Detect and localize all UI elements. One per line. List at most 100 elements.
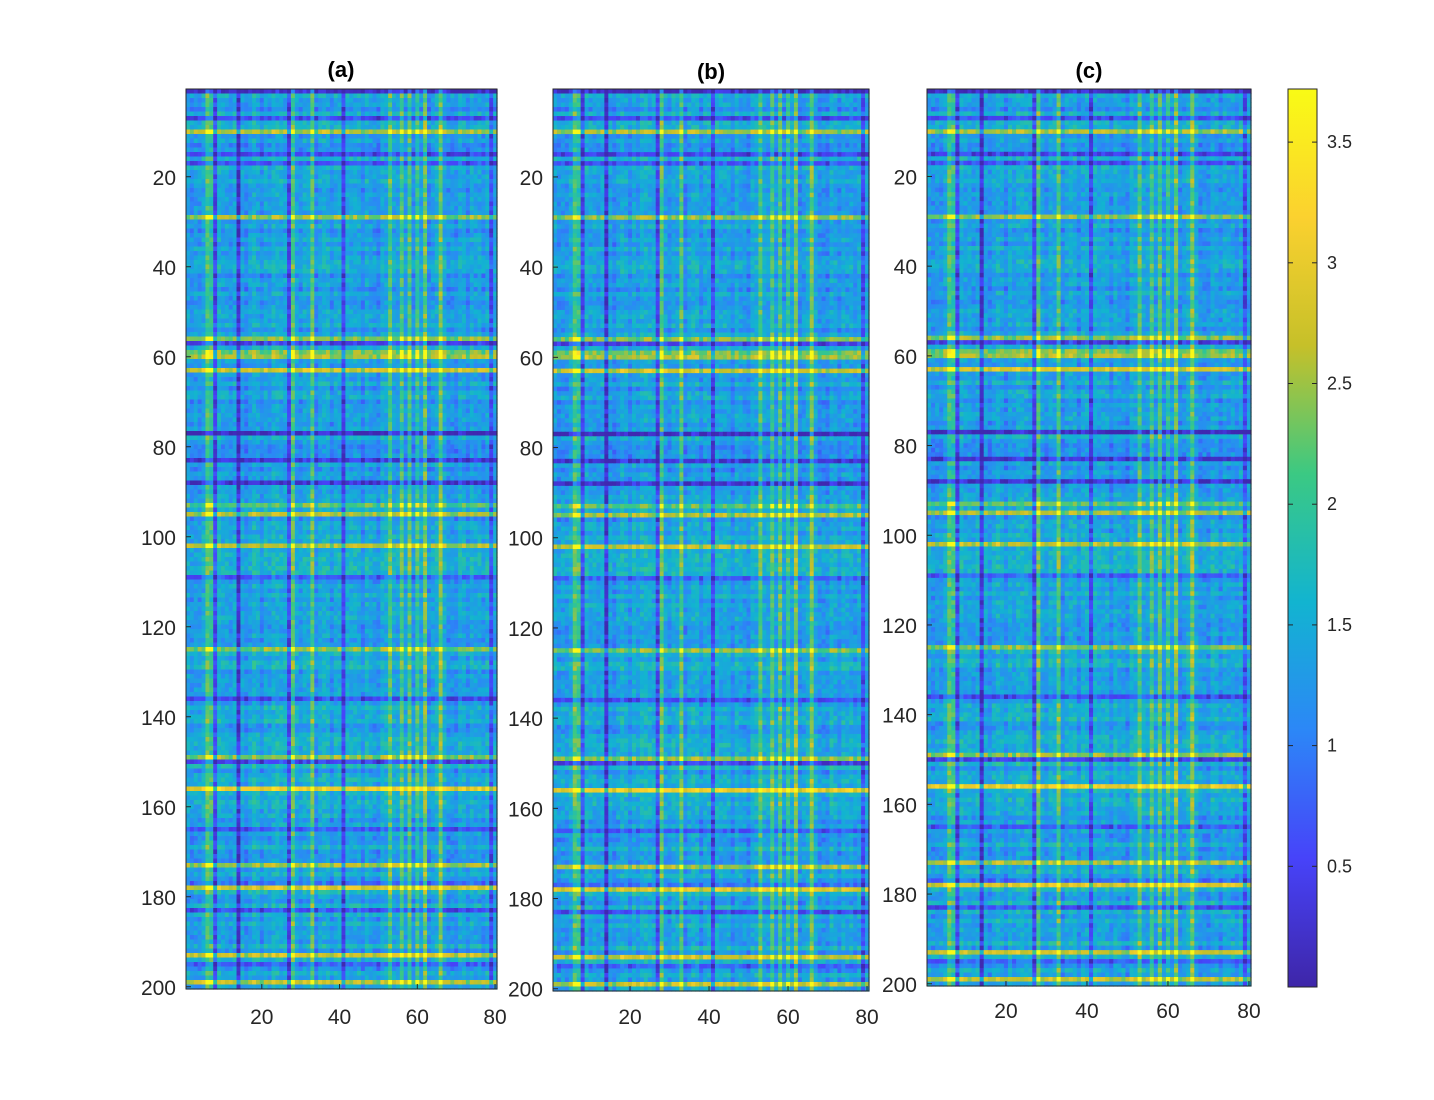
heatmap-cell xyxy=(287,269,292,275)
heatmap-cell xyxy=(423,116,428,122)
heatmap-cell xyxy=(283,111,288,117)
heatmap-cell xyxy=(384,264,389,270)
heatmap-cell xyxy=(380,309,385,315)
heatmap-cell xyxy=(399,138,405,144)
heatmap-cell xyxy=(325,354,331,360)
heatmap-cell xyxy=(395,291,401,297)
heatmap-cell xyxy=(419,210,424,216)
heatmap-cell xyxy=(415,242,420,248)
heatmap-cell xyxy=(380,314,385,320)
heatmap-cell xyxy=(287,147,292,153)
heatmap-cell xyxy=(388,278,393,284)
heatmap-cell xyxy=(267,143,273,149)
heatmap-cell xyxy=(193,327,199,333)
heatmap-cell xyxy=(353,345,358,351)
heatmap-cell xyxy=(267,332,273,338)
heatmap-cell xyxy=(333,242,339,248)
heatmap-cell xyxy=(442,269,448,275)
heatmap-cell xyxy=(259,269,265,275)
heatmap-cell xyxy=(384,143,389,149)
heatmap-cell xyxy=(333,156,339,162)
heatmap-cell xyxy=(372,242,378,248)
heatmap-cell xyxy=(244,318,249,324)
heatmap-cell xyxy=(360,116,366,122)
heatmap-cell xyxy=(248,192,253,198)
heatmap-cell xyxy=(209,111,214,117)
heatmap-cell xyxy=(489,354,494,360)
heatmap-cell xyxy=(392,107,397,113)
heatmap-cell xyxy=(384,296,389,302)
heatmap-cell xyxy=(450,278,455,284)
heatmap-cell xyxy=(193,287,199,293)
heatmap-cell xyxy=(434,174,440,180)
heatmap-cell xyxy=(372,273,378,279)
heatmap-cell xyxy=(186,125,191,131)
heatmap-cell xyxy=(310,192,315,198)
heatmap-cell xyxy=(372,174,378,180)
heatmap-cell xyxy=(454,269,459,275)
heatmap-cell xyxy=(337,147,343,153)
heatmap-cell xyxy=(244,192,249,198)
heatmap-cell xyxy=(267,89,273,95)
heatmap-cell xyxy=(388,102,393,108)
heatmap-cell xyxy=(430,273,436,279)
heatmap-cell xyxy=(477,341,483,347)
heatmap-cell xyxy=(407,120,413,126)
heatmap-cell xyxy=(395,179,401,185)
heatmap-cell xyxy=(314,98,319,104)
heatmap-cell xyxy=(392,323,397,329)
heatmap-cell xyxy=(232,188,238,194)
heatmap-cell xyxy=(411,147,416,153)
heatmap-cell xyxy=(213,93,218,99)
heatmap-cell xyxy=(368,354,374,360)
heatmap-cell xyxy=(392,89,397,95)
heatmap-cell xyxy=(372,147,378,153)
heatmap-cell xyxy=(489,273,494,279)
heatmap-cell xyxy=(489,341,494,347)
heatmap-cell xyxy=(217,210,222,216)
heatmap-cell xyxy=(224,192,230,198)
heatmap-cell xyxy=(489,291,494,297)
heatmap-cell xyxy=(248,336,253,342)
heatmap-cell xyxy=(220,206,226,212)
heatmap-cell xyxy=(252,323,257,329)
heatmap-cell xyxy=(267,174,273,180)
heatmap-cell xyxy=(395,228,401,234)
heatmap-cell xyxy=(399,215,405,221)
heatmap-cell xyxy=(458,314,463,320)
heatmap-cell xyxy=(462,206,467,212)
heatmap-cell xyxy=(220,192,226,198)
heatmap-cell xyxy=(423,161,428,167)
heatmap-cell xyxy=(228,336,234,342)
heatmap-cell xyxy=(481,120,486,126)
heatmap-cell xyxy=(442,197,448,203)
heatmap-cell xyxy=(197,228,203,234)
heatmap-cell xyxy=(430,300,436,306)
heatmap-cell xyxy=(333,332,339,338)
heatmap-cell xyxy=(438,183,444,189)
heatmap-cell xyxy=(205,210,210,216)
heatmap-cell xyxy=(357,129,362,135)
heatmap-cell xyxy=(310,147,315,153)
heatmap-cell xyxy=(236,161,242,167)
heatmap-cell xyxy=(462,161,467,167)
heatmap-cell xyxy=(415,206,420,212)
heatmap-cell xyxy=(217,138,222,144)
heatmap-cell xyxy=(290,197,296,203)
heatmap-cell xyxy=(481,341,486,347)
heatmap-cell xyxy=(201,273,207,279)
heatmap-cell xyxy=(411,323,416,329)
heatmap-cell xyxy=(384,120,389,126)
heatmap-cell xyxy=(481,161,486,167)
heatmap-cell xyxy=(442,183,448,189)
heatmap-cell xyxy=(271,93,277,99)
heatmap-cell xyxy=(388,305,393,311)
heatmap-cell xyxy=(423,228,428,234)
heatmap-cell xyxy=(415,192,420,198)
heatmap-cell xyxy=(341,300,346,306)
heatmap-cell xyxy=(232,120,238,126)
heatmap-cell xyxy=(489,129,494,135)
heatmap-cell xyxy=(462,197,467,203)
heatmap-cell xyxy=(438,192,444,198)
heatmap-cell xyxy=(364,273,370,279)
